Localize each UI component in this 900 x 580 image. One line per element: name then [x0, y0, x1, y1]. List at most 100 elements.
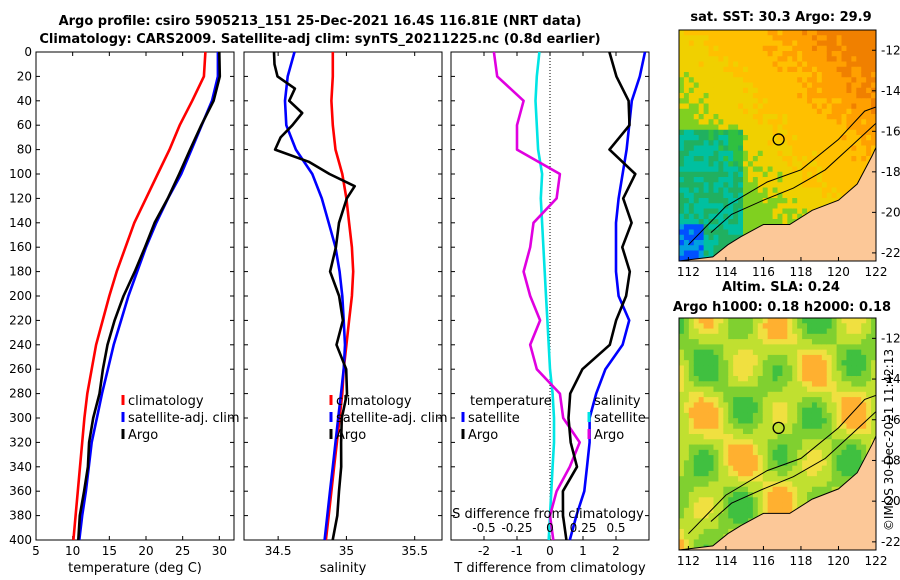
map-cell	[802, 140, 808, 147]
map-cell	[703, 135, 710, 141]
map-cell	[743, 391, 749, 398]
map-cell	[807, 423, 813, 430]
map-cell	[762, 103, 769, 110]
map-cell	[733, 72, 739, 78]
map-cell	[797, 444, 803, 451]
map-cell	[679, 439, 685, 446]
map-cell	[693, 523, 700, 530]
map-cell	[846, 333, 852, 340]
map-cell	[787, 386, 793, 393]
map-cell	[718, 187, 724, 194]
map-cell	[826, 129, 833, 136]
map-cell	[698, 135, 705, 141]
map-cell	[752, 187, 759, 194]
map-cell	[713, 182, 719, 189]
map-cell	[772, 370, 779, 377]
map-cell	[866, 135, 872, 141]
map-cell	[777, 397, 784, 403]
map-cell	[747, 513, 754, 519]
map-cell	[679, 513, 685, 519]
map-cell	[831, 40, 838, 47]
map-cell	[772, 103, 779, 110]
map-cell	[856, 339, 862, 345]
map-cell	[708, 98, 715, 105]
map-cell	[743, 129, 749, 136]
map-cell	[772, 333, 779, 340]
map-cell	[698, 323, 705, 330]
map-cell	[841, 61, 848, 68]
map-cell	[866, 124, 872, 131]
map-cell	[703, 476, 710, 483]
y-tick-label: 360	[9, 484, 32, 498]
map-cell	[728, 124, 734, 131]
map-cell	[831, 135, 838, 141]
map-cell	[708, 192, 715, 199]
map-cell	[723, 234, 729, 241]
map-cell	[693, 140, 700, 147]
map-cell	[866, 45, 872, 52]
map-cell	[747, 386, 754, 393]
map-cell	[752, 402, 759, 409]
map-cell	[698, 77, 705, 84]
map-cell	[807, 30, 813, 36]
map-cell	[871, 35, 876, 42]
map-cell	[866, 98, 872, 105]
map-cell	[787, 481, 793, 488]
map-cell	[708, 354, 715, 361]
map-cell	[723, 114, 729, 120]
map-cell	[733, 87, 739, 94]
map-cell	[802, 198, 808, 204]
map-cell	[718, 370, 724, 377]
x-tick-label: 116	[752, 554, 775, 568]
map-cell	[826, 124, 833, 131]
map-cell	[718, 213, 724, 220]
map-cell	[713, 208, 719, 215]
map-cell	[683, 370, 690, 377]
map-cell	[698, 198, 705, 204]
map-cell	[767, 492, 774, 498]
map-cell	[841, 328, 848, 335]
y-tick-label: -14	[881, 84, 900, 98]
map-cell	[797, 402, 803, 409]
map-cell	[698, 124, 705, 131]
map-cell	[733, 145, 739, 152]
map-cell	[747, 328, 754, 335]
map-cell	[792, 370, 798, 377]
map-cell	[797, 198, 803, 204]
map-cell	[708, 444, 715, 451]
sst-map-frame	[678, 29, 877, 262]
map-cell	[757, 119, 764, 126]
map-cell	[792, 318, 798, 324]
map-cell	[821, 30, 828, 36]
map-cell	[693, 365, 700, 372]
map-cell	[738, 77, 744, 84]
map-cell	[866, 412, 872, 419]
map-cell	[679, 323, 685, 330]
map-cell	[688, 98, 695, 105]
map-cell	[757, 203, 764, 210]
map-cell	[752, 360, 759, 367]
map-cell	[866, 365, 872, 372]
map-cell	[738, 460, 744, 467]
map-cell	[851, 87, 857, 94]
map-cell	[816, 66, 823, 73]
map-cell	[797, 56, 803, 63]
map-cell	[807, 166, 813, 173]
map-cell	[693, 386, 700, 393]
map-cell	[733, 129, 739, 136]
series-line-argo	[272, 51, 356, 541]
map-cell	[851, 470, 857, 477]
map-cell	[728, 40, 734, 47]
map-cell	[683, 418, 690, 425]
map-cell	[679, 465, 685, 472]
map-cell	[777, 108, 784, 115]
map-cell	[733, 208, 739, 215]
map-cell	[792, 386, 798, 393]
map-cell	[743, 397, 749, 403]
map-cell	[826, 460, 833, 467]
map-cell	[683, 203, 690, 210]
map-cell	[738, 203, 744, 210]
map-cell	[693, 402, 700, 409]
map-cell	[693, 224, 700, 231]
map-cell	[718, 513, 724, 519]
